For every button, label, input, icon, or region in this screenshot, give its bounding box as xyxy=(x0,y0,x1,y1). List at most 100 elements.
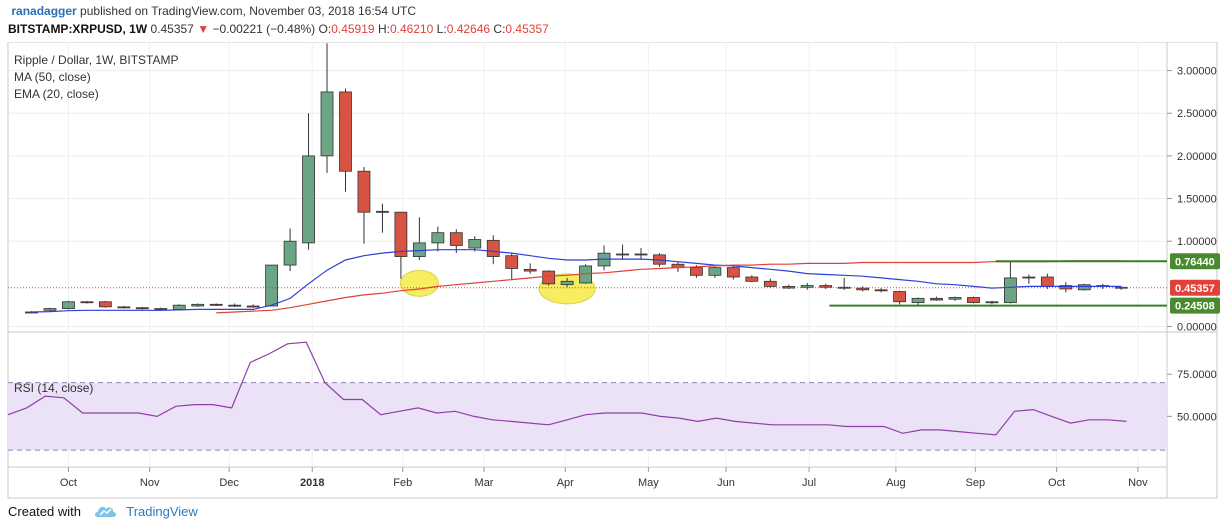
time-tick-label: Dec xyxy=(219,477,239,489)
high-value: 0.46210 xyxy=(389,22,434,36)
high-label: H: xyxy=(377,22,390,36)
chart-title: Ripple / Dollar, 1W, BITSTAMP xyxy=(14,53,179,67)
candle-body xyxy=(394,211,408,257)
candle-body xyxy=(911,297,925,304)
candle-body xyxy=(320,91,334,157)
support-price-tag xyxy=(1170,297,1220,314)
candle-body xyxy=(1022,276,1036,279)
candle-body xyxy=(819,285,833,288)
rsi-pane: 75.0000 50.0000 xyxy=(7,341,1217,451)
ema-legend: EMA (20, close) xyxy=(14,87,99,101)
candle-body xyxy=(431,232,445,244)
close-label: C: xyxy=(493,22,506,36)
candle-body xyxy=(1059,285,1073,290)
candle-body xyxy=(634,253,648,256)
candle-body xyxy=(985,301,999,304)
time-tick-label: Oct xyxy=(60,477,77,489)
publish-line: ranadagger published on TradingView.com,… xyxy=(8,4,416,18)
rsi-line xyxy=(7,341,1127,436)
candle-body xyxy=(505,255,519,269)
indicator-lines xyxy=(8,249,1167,314)
candle-body xyxy=(154,308,168,310)
candle-body xyxy=(339,91,352,172)
candle-body xyxy=(468,239,482,249)
tradingview-cloud-icon xyxy=(93,504,117,521)
price-tick-label: 2.00000 xyxy=(1177,151,1217,163)
author-link[interactable]: ranadagger xyxy=(11,4,77,18)
candle-body xyxy=(856,287,870,291)
candle-body xyxy=(874,289,888,292)
candle-body xyxy=(967,297,980,304)
candle-body xyxy=(209,303,223,306)
candle-body xyxy=(616,253,629,256)
time-tick-label: Mar xyxy=(475,477,494,489)
candle-body xyxy=(708,267,722,276)
chart-area[interactable]: 75.0000 50.0000 0.76440 0.24508 0.45357 3.0… xyxy=(0,42,1226,502)
candle-body xyxy=(98,301,112,308)
price-tick-label: 1.00000 xyxy=(1177,236,1217,248)
candle-body xyxy=(745,276,759,282)
candle-body xyxy=(135,307,149,310)
candle-body xyxy=(283,240,297,266)
candle-body xyxy=(43,308,57,311)
candle-body xyxy=(412,242,426,257)
ma-legend: MA (50, close) xyxy=(14,70,91,84)
published-text: published on TradingView.com, November 0… xyxy=(80,4,417,18)
candle-body xyxy=(690,267,703,276)
low-label: L: xyxy=(436,22,447,36)
time-tick-label: Jun xyxy=(717,477,735,489)
price-tick-label: 1.50000 xyxy=(1177,194,1217,206)
created-with-text: Created with xyxy=(8,504,81,519)
time-tick-label: Apr xyxy=(557,477,574,489)
down-arrow-icon: ▼ xyxy=(197,22,210,36)
candle-body xyxy=(449,232,463,246)
candle-body xyxy=(80,301,94,304)
candle-body xyxy=(763,280,777,287)
time-tick-label: Feb xyxy=(393,477,412,489)
time-tick-label: 2018 xyxy=(300,477,324,489)
candle-body xyxy=(560,280,574,286)
candle-body xyxy=(1040,276,1054,287)
candle-body xyxy=(800,285,814,288)
candle-body xyxy=(1077,284,1091,291)
tradingview-link[interactable]: TradingView xyxy=(126,504,198,519)
candle-body xyxy=(837,286,851,289)
candle-body xyxy=(302,155,315,244)
ohlc-line: BITSTAMP:XRPUSD, 1W 0.45357 ▼ −0.00221 (… xyxy=(8,22,549,36)
candle-body xyxy=(542,270,556,285)
rsi-tick-label: 75.0000 xyxy=(1177,369,1217,381)
symbol-label[interactable]: BITSTAMP:XRPUSD, 1W xyxy=(8,22,148,36)
candle-body xyxy=(523,268,537,272)
ema-20-line xyxy=(31,249,1122,313)
candle-body xyxy=(357,170,371,213)
candle-body xyxy=(948,297,962,300)
last-price: 0.45357 xyxy=(150,22,194,36)
resistance-price-label: 0.76440 xyxy=(1175,256,1215,268)
candle-body xyxy=(117,306,131,309)
rsi-legend: RSI (14, close) xyxy=(14,381,93,395)
price-tick-label: 3.00000 xyxy=(1177,66,1217,78)
candle-body xyxy=(62,301,75,309)
time-tick-label: Nov xyxy=(140,477,160,489)
candle-body xyxy=(191,303,205,307)
time-tick-label: Oct xyxy=(1048,477,1065,489)
candles xyxy=(25,43,1128,314)
candle-body xyxy=(265,264,279,307)
price-tick-label: 2.50000 xyxy=(1177,108,1217,120)
support-price-label: 0.24508 xyxy=(1175,301,1215,313)
ma-50-line xyxy=(216,260,1122,314)
open-value: 0.45919 xyxy=(331,22,375,36)
time-tick-label: May xyxy=(638,477,659,489)
low-value: 0.42646 xyxy=(446,22,491,36)
candle-body xyxy=(246,305,260,308)
close-value: 0.45357 xyxy=(505,22,549,36)
last-price-label: 0.45357 xyxy=(1175,283,1215,295)
candle-body xyxy=(893,291,906,303)
candle-body xyxy=(228,304,242,307)
time-tick-label: Jul xyxy=(802,477,816,489)
candle-body xyxy=(930,297,943,301)
candle-body xyxy=(726,267,740,278)
open-label: O: xyxy=(318,22,332,36)
candle-body xyxy=(172,304,186,310)
chart-header: ranadagger published on TradingView.com,… xyxy=(0,0,1226,42)
